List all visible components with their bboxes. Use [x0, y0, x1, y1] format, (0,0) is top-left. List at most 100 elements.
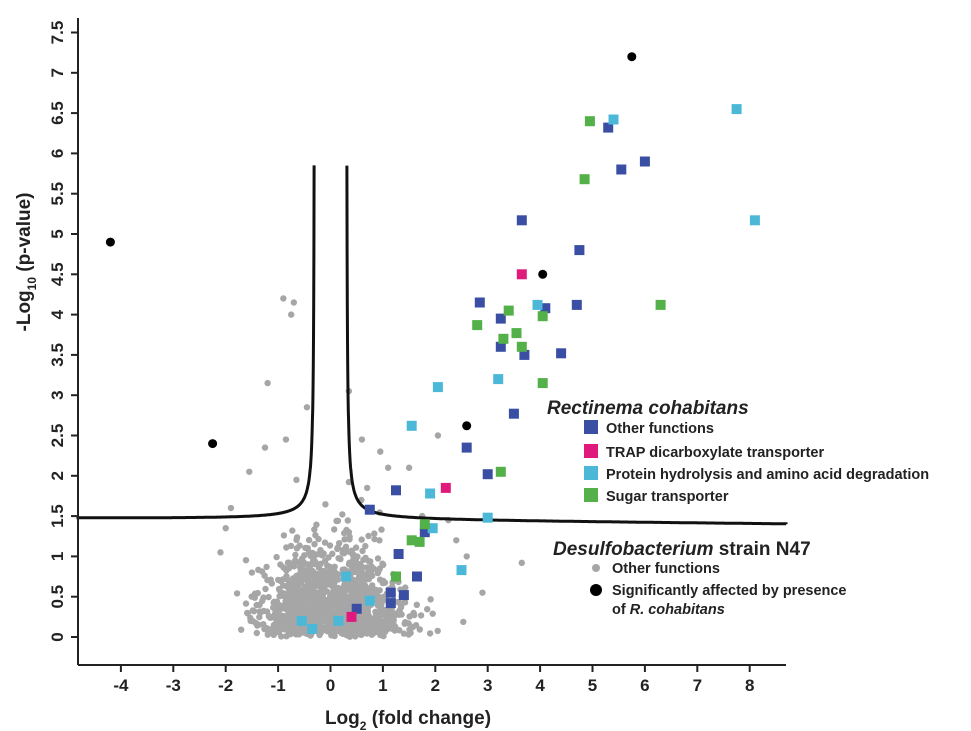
y-tick-label: 1.5	[48, 504, 67, 528]
point-n47-other	[334, 545, 341, 553]
point-n47-other	[365, 568, 373, 575]
point-n47-other	[381, 579, 389, 586]
point-n47-other	[434, 627, 441, 635]
point-n47-other	[365, 557, 372, 565]
point-n47-other	[405, 631, 412, 638]
point-n47-other	[299, 572, 306, 580]
point-protein-hydrolysis-and-amino-acid-degradation	[608, 114, 619, 125]
point-n47-other	[326, 542, 334, 549]
point-n47-other	[374, 555, 382, 562]
point-n47-other	[242, 600, 250, 607]
x-tick-label: 4	[535, 676, 545, 695]
point-n47-other	[312, 532, 319, 539]
legend-label-other-functions: Other functions	[606, 421, 714, 437]
point-n47-other	[384, 464, 392, 471]
point-n47-other	[340, 625, 347, 633]
point-other-functions	[495, 341, 506, 352]
point-n47-other	[244, 609, 251, 617]
point-other-functions	[603, 122, 614, 133]
point-n47-other	[341, 580, 349, 588]
point-significantly-affected-by-presence-of-r-cohabitans	[105, 237, 115, 247]
y-tick-label: 0.5	[48, 585, 67, 609]
point-n47-other	[251, 590, 259, 597]
point-n47-other	[362, 542, 369, 550]
point-protein-hydrolysis-and-amino-acid-degradation	[364, 595, 375, 606]
point-n47-other	[337, 555, 344, 563]
point-n47-other	[293, 545, 301, 552]
y-tick-label: 2.5	[48, 424, 67, 448]
point-n47-other	[341, 566, 348, 573]
point-other-functions	[508, 408, 519, 419]
point-n47-other	[339, 511, 346, 518]
point-n47-other	[358, 624, 366, 631]
legend-label-trap: TRAP dicarboxylate transporter	[606, 445, 824, 461]
point-n47-other	[401, 599, 409, 606]
point-n47-other	[322, 501, 329, 508]
point-n47-other	[427, 596, 434, 603]
point-other-functions	[616, 164, 627, 175]
point-other-functions	[385, 598, 396, 609]
point-n47-other	[319, 597, 326, 605]
point-n47-other	[400, 630, 408, 637]
point-n47-other	[348, 563, 356, 570]
point-n47-other	[302, 588, 309, 595]
x-tick-label: -2	[218, 676, 233, 695]
point-n47-other	[269, 628, 277, 635]
point-n47-other	[402, 584, 409, 591]
point-n47-other	[371, 621, 378, 628]
point-sugar-transporter	[419, 519, 430, 530]
point-n47-other	[246, 468, 253, 475]
point-n47-other	[278, 633, 285, 640]
background-points	[217, 295, 525, 640]
point-n47-other	[405, 620, 412, 627]
point-n47-other	[333, 517, 340, 525]
point-n47-other	[364, 606, 371, 613]
point-n47-other	[348, 630, 356, 637]
x-axis-title: Log2 (fold change)	[325, 708, 491, 731]
point-other-functions	[364, 504, 375, 515]
point-n47-other	[277, 605, 284, 613]
point-n47-other	[369, 584, 376, 591]
point-n47-other	[325, 569, 332, 577]
point-n47-other	[262, 585, 269, 593]
point-protein-hydrolysis-and-amino-acid-degradation	[532, 299, 543, 310]
y-tick-label: 5.5	[48, 182, 67, 206]
point-other-functions	[398, 590, 409, 601]
point-protein-hydrolysis-and-amino-acid-degradation	[482, 512, 493, 523]
point-other-functions	[419, 527, 430, 538]
point-n47-other	[434, 432, 442, 439]
point-n47-other	[363, 484, 371, 492]
point-n47-other	[302, 593, 310, 600]
point-n47-other	[426, 630, 434, 637]
point-n47-other	[285, 585, 292, 592]
point-sugar-transporter	[655, 299, 666, 310]
y-tick-label: 7	[48, 68, 67, 77]
point-n47-other	[299, 563, 306, 570]
point-n47-other	[233, 590, 241, 597]
point-n47-other	[264, 576, 271, 584]
point-n47-other	[275, 585, 283, 593]
legend-swatch-sugar	[584, 488, 598, 502]
point-n47-other	[379, 626, 386, 633]
y-tick-label: 4.5	[48, 262, 67, 286]
point-protein-hydrolysis-and-amino-acid-degradation	[307, 623, 318, 634]
point-n47-other	[242, 557, 250, 564]
point-n47-other	[479, 589, 486, 596]
point-sugar-transporter	[516, 341, 527, 352]
y-ticks: 0 0.5 1 1.5 2 2.5 3 3.5 4 4.5 5 5.5 6 6.5 7 7.5	[48, 21, 78, 642]
legend-group2-title: Desulfobacterium strain N47	[553, 539, 811, 560]
legend-label-protein: Protein hydrolysis and amino acid degrad…	[606, 467, 929, 483]
point-n47-other	[295, 585, 303, 593]
point-n47-other	[346, 548, 353, 555]
point-trap-dicarboxylate-transporter	[346, 611, 357, 622]
point-n47-other	[250, 608, 258, 615]
point-n47-other	[328, 632, 335, 639]
point-n47-other	[367, 628, 375, 635]
point-n47-other	[280, 295, 287, 302]
point-n47-other	[424, 606, 431, 613]
point-n47-other	[378, 526, 385, 533]
point-n47-other	[358, 631, 365, 638]
y-tick-label: 6.5	[48, 101, 67, 125]
point-n47-other	[227, 504, 235, 512]
point-n47-other	[321, 539, 329, 546]
